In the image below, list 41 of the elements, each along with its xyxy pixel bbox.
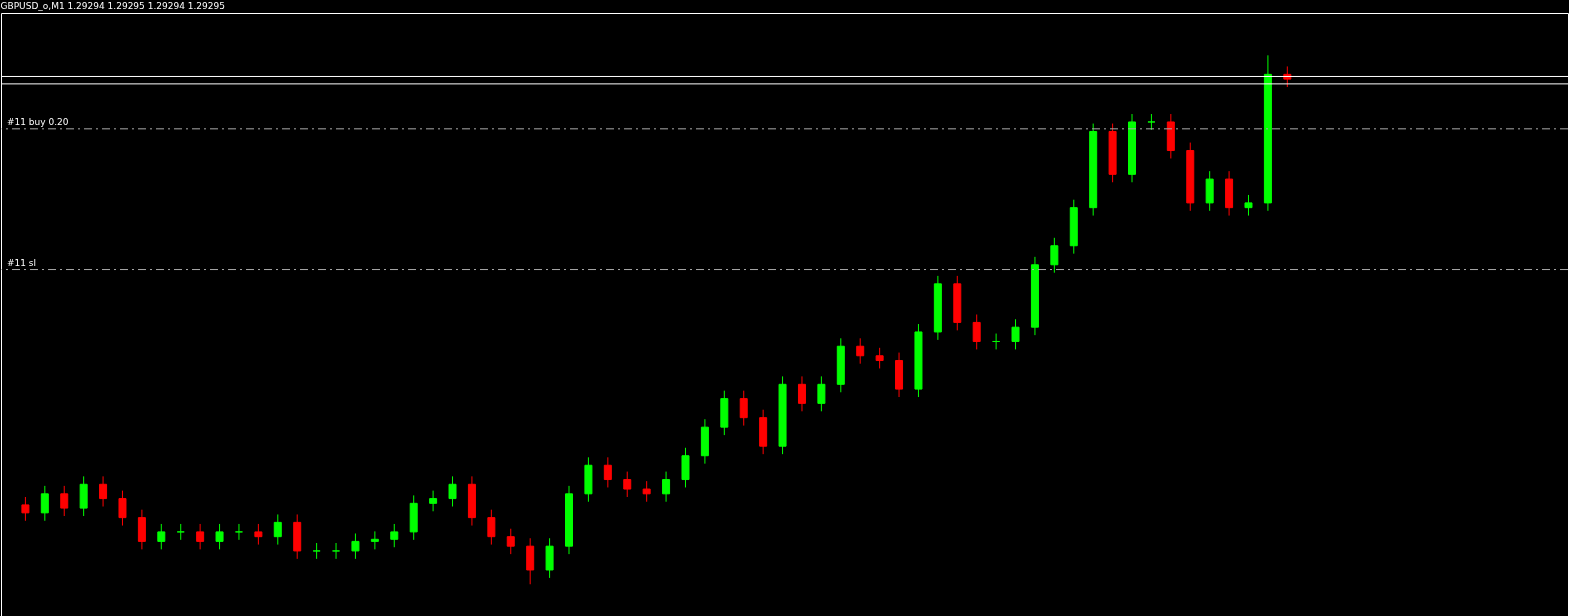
- candlestick: [234, 523, 243, 541]
- candlestick: [875, 347, 884, 369]
- candlestick: [817, 375, 826, 412]
- candlestick: [40, 485, 49, 522]
- candlestick: [196, 523, 205, 550]
- candlestick: [545, 537, 554, 579]
- candlestick: [1011, 318, 1020, 350]
- candlestick: [332, 542, 341, 560]
- candlestick: [137, 509, 146, 550]
- candlestick: [856, 337, 865, 365]
- candlestick: [99, 475, 108, 508]
- candlestick: [254, 523, 263, 546]
- candlestick: [797, 375, 806, 412]
- candlestick: [21, 496, 30, 522]
- candlestick: [351, 532, 360, 560]
- candlestick: [448, 475, 457, 508]
- candlestick: [662, 471, 671, 503]
- candlestick: [429, 490, 438, 512]
- candlestick: [118, 490, 127, 527]
- candlestick: [370, 530, 379, 550]
- candlestick: [739, 390, 748, 427]
- candlestick: [1205, 170, 1214, 212]
- candlestick: [79, 475, 88, 517]
- candlestick: [972, 314, 981, 350]
- candlestick: [1050, 237, 1059, 274]
- candlestick: [1244, 194, 1253, 217]
- candlestick: [157, 523, 166, 550]
- ref-line-label: #11 buy 0.20: [7, 116, 69, 127]
- candlestick: [390, 523, 399, 548]
- candlestick: [681, 447, 690, 488]
- candlestick: [642, 480, 651, 503]
- candlestick: [623, 471, 632, 498]
- candlestick: [526, 537, 535, 585]
- chart-title: GBPUSD_o,M1 1.29294 1.29295 1.29294 1.29295: [0, 1, 225, 11]
- candlestick: [487, 509, 496, 546]
- candlestick: [273, 513, 282, 546]
- candlestick: [603, 456, 612, 488]
- candlestick: [60, 485, 69, 517]
- candlestick: [215, 523, 224, 550]
- ref-line-label: #11 sl: [7, 257, 37, 268]
- candlestick: [506, 528, 515, 555]
